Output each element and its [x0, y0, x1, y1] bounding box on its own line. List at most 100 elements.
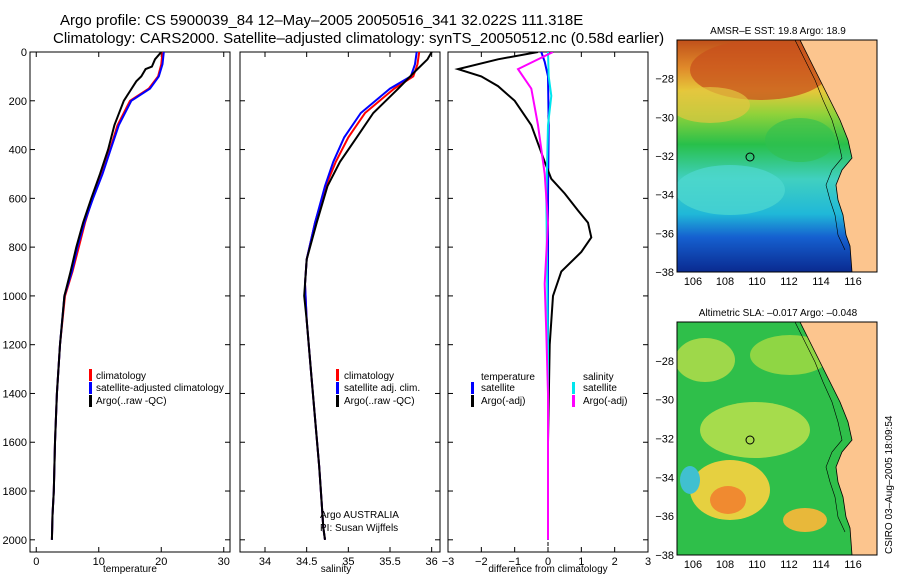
y-tick-label: 1800: [3, 486, 27, 498]
legend-swatch-sal-satellite: [572, 382, 575, 394]
x-tick-label: 30: [218, 556, 230, 568]
x-tick-label: 1: [578, 556, 584, 568]
difference-xlabel: difference from climatology: [488, 564, 607, 575]
axes-layer: 0 10 20 30020040060080010001200140016001800…: [3, 47, 862, 571]
legend-label-sal-satellite: satellite: [583, 383, 617, 394]
csiro-timestamp: CSIRO 03–Aug–2005 18:09:54: [884, 415, 895, 554]
sla-x-tick-label: 114: [812, 559, 830, 571]
difference-lines: [454, 52, 593, 540]
sst-coast-isobath: [794, 40, 846, 251]
legend-swatch-argo: [89, 395, 92, 407]
figure-title-line1: Argo profile: CS 5900039_84 12–May–2005 …: [60, 12, 583, 29]
salinity-xlabel: salinity: [321, 564, 352, 575]
sla-y-tick-label: −36: [655, 511, 674, 523]
legend-swatch-temp-argo: [471, 395, 474, 407]
sla-high-patch: [700, 402, 810, 458]
legend-title-salinity: salinity: [583, 372, 614, 383]
series-line-climatology: [50, 52, 164, 540]
sla-x-tick-label: 110: [748, 559, 766, 571]
sla-map-title: Altimetric SLA: –0.017 Argo: –0.048: [699, 308, 858, 319]
sla-x-tick-label: 116: [844, 559, 862, 571]
y-tick-label: 1200: [3, 340, 27, 352]
sst-warm-patch: [677, 87, 750, 123]
sst-cool-patch: [765, 118, 835, 162]
sla-low-patch: [680, 466, 700, 494]
legend-label-argo: Argo(..raw -QC): [344, 396, 415, 407]
sla-coast-isobath: [794, 322, 846, 533]
legend-label-temp-argo: Argo(-adj): [481, 396, 525, 407]
sst-x-tick-label: 110: [748, 276, 766, 288]
sst-map: [677, 40, 877, 272]
legend-swatch-argo: [336, 395, 339, 407]
y-tick-label: 0: [21, 47, 27, 59]
sst-map-title: AMSR–E SST: 19.8 Argo: 18.9: [710, 26, 846, 37]
sla-x-tick-label: 108: [716, 559, 734, 571]
legend-swatch-satellite: [89, 382, 92, 394]
y-tick-label: 2000: [3, 535, 27, 547]
legend-label-climatology: climatology: [96, 371, 146, 382]
legend-label-argo: Argo(..raw -QC): [96, 396, 167, 407]
argo-institution-label: Argo AUSTRALIA: [320, 510, 399, 521]
sla-map-frame: [676, 321, 878, 556]
sst-y-tick-label: −38: [655, 267, 674, 279]
legend-label-sal-argo: Argo(-adj): [583, 396, 627, 407]
sst-cool-patch: [677, 165, 785, 215]
series-line-temperature-argo-adj: [454, 52, 593, 540]
sla-y-tick-label: −34: [655, 472, 674, 484]
sla-y-tick-label: −28: [655, 356, 674, 368]
sst-land: [799, 40, 877, 272]
legend-swatch-sal-argo: [572, 395, 575, 407]
sst-x-tick-label: 108: [716, 276, 734, 288]
x-tick-label: 35.5: [379, 556, 400, 568]
difference-legend: temperature satellite Argo(-adj) salinit…: [471, 372, 627, 407]
series-line-argo-raw-qc: [303, 52, 433, 540]
y-tick-label: 800: [9, 242, 27, 254]
series-line-climatology: [303, 52, 421, 540]
sla-x-tick-label: 112: [780, 559, 798, 571]
legend-label-satellite: satellite adj. clim.: [344, 383, 420, 394]
legend-label-climatology: climatology: [344, 371, 394, 382]
series-line-satellite-adj-clim: [303, 52, 418, 540]
series-line-salinity-argo-adj: [516, 52, 554, 540]
sla-y-tick-label: −32: [655, 434, 674, 446]
salinity-plot-frame: [239, 51, 441, 553]
sst-argo-location-marker: [745, 152, 755, 162]
x-tick-label: 10: [93, 556, 105, 568]
x-tick-label: 34: [259, 556, 271, 568]
x-tick-label: −2: [475, 556, 488, 568]
sla-peak-patch: [783, 508, 827, 532]
temperature-xlabel: temperature: [103, 564, 157, 575]
sla-argo-location-marker: [745, 435, 755, 445]
sst-y-tick-label: −32: [655, 151, 674, 163]
y-tick-label: 400: [9, 145, 27, 157]
argo-pi-label: PI: Susan Wijffels: [320, 523, 398, 534]
legend-swatch-climatology: [89, 369, 92, 381]
sla-peak-patch: [710, 486, 746, 514]
sla-high-patch: [677, 338, 735, 382]
sst-map-frame: [676, 39, 878, 273]
sst-y-tick-label: −34: [655, 190, 674, 202]
sst-x-tick-label: 112: [780, 276, 798, 288]
legend-swatch-temp-satellite: [471, 382, 474, 394]
sst-y-tick-label: −30: [655, 112, 674, 124]
sst-warm-patch: [690, 40, 830, 100]
x-tick-label: 35: [342, 556, 354, 568]
sst-x-tick-label: 106: [684, 276, 702, 288]
figure-title-line2: Climatology: CARS2000. Satellite–adjuste…: [53, 30, 664, 47]
temperature-lines: [50, 52, 165, 540]
series-line-salinity-satellite: [545, 52, 553, 540]
salinity-lines: [303, 52, 433, 540]
legend-swatch-climatology: [336, 369, 339, 381]
x-tick-label: −3: [442, 556, 455, 568]
x-tick-label: 36: [426, 556, 438, 568]
salinity-legend: climatology satellite adj. clim. Argo(..…: [320, 369, 420, 534]
legend-label-satellite: satellite-adjusted climatology: [96, 383, 224, 394]
x-tick-label: 2: [612, 556, 618, 568]
y-tick-label: 1400: [3, 388, 27, 400]
temperature-plot-frame: [29, 51, 231, 553]
sst-y-tick-label: −28: [655, 74, 674, 86]
sst-x-tick-label: 116: [844, 276, 862, 288]
x-tick-label: 0: [545, 556, 551, 568]
y-tick-label: 1600: [3, 437, 27, 449]
